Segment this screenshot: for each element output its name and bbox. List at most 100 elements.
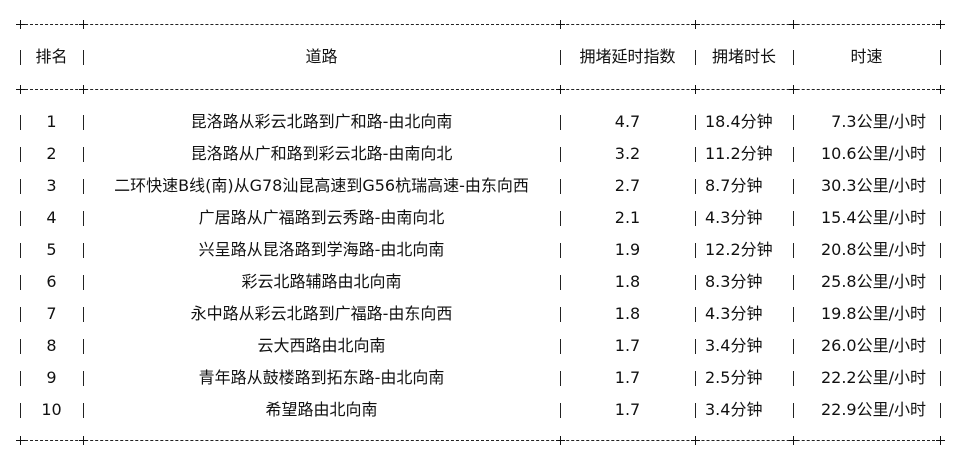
table-row-road: 兴呈路从昆洛路到学海路-由北向南 (198, 240, 445, 259)
table-cell-divider (695, 243, 696, 258)
table-row-index: 1.8 (614, 272, 641, 291)
table-cell-divider (560, 371, 561, 386)
table-row-road: 彩云北路辅路由北向南 (241, 272, 402, 291)
table-row-rank: 3 (46, 176, 57, 195)
table-cell-divider (940, 179, 941, 194)
table-border-corner (79, 436, 88, 445)
table-row-rank: 7 (46, 304, 57, 323)
table-border-corner (691, 436, 700, 445)
table-cell-divider (793, 307, 794, 322)
table-row-speed: 22.9公里/小时 (820, 400, 926, 419)
table-cell-divider (793, 179, 794, 194)
table-row-rank: 9 (46, 368, 57, 387)
table-border-corner (789, 20, 798, 29)
table-cell-divider (940, 307, 941, 322)
table-cell-divider (560, 243, 561, 258)
table-row-duration: 3.4分钟 (705, 400, 763, 419)
table-cell-divider (20, 50, 21, 65)
table-row-rank: 1 (46, 112, 57, 131)
table-cell-divider (560, 147, 561, 162)
table-cell-divider (695, 403, 696, 418)
table-border-corner (16, 85, 25, 94)
table-row-road: 昆洛路从广和路到彩云北路-由南向北 (190, 144, 453, 163)
table-border-corner (789, 436, 798, 445)
table-cell-divider (560, 275, 561, 290)
table-row-index: 2.7 (614, 176, 641, 195)
table-cell-divider (560, 179, 561, 194)
table-border-corner (556, 20, 565, 29)
header-duration: 拥堵时长 (711, 47, 776, 66)
table-cell-divider (560, 403, 561, 418)
table-row-duration: 3.4分钟 (705, 336, 763, 355)
table-cell-divider (20, 115, 21, 130)
table-border-line (20, 24, 940, 25)
table-cell-divider (560, 115, 561, 130)
header-rank: 排名 (35, 47, 68, 66)
table-row-index: 1.8 (614, 304, 641, 323)
table-row-duration: 2.5分钟 (705, 368, 763, 387)
table-row-duration: 4.3分钟 (705, 208, 763, 227)
table-row-speed: 26.0公里/小时 (820, 336, 926, 355)
table-row-duration: 11.2分钟 (705, 144, 773, 163)
table-cell-divider (83, 339, 84, 354)
table-cell-divider (695, 50, 696, 65)
table-cell-divider (560, 339, 561, 354)
table-row-index: 1.7 (614, 400, 641, 419)
table-cell-divider (20, 243, 21, 258)
table-cell-divider (793, 147, 794, 162)
table-row-road: 希望路由北向南 (265, 400, 378, 419)
table-cell-divider (793, 115, 794, 130)
table-cell-divider (940, 371, 941, 386)
table-border-corner (556, 85, 565, 94)
table-cell-divider (940, 211, 941, 226)
table-row-road: 云大西路由北向南 (257, 336, 386, 355)
table-cell-divider (83, 211, 84, 226)
table-row-index: 3.2 (614, 144, 641, 163)
table-border-corner (16, 20, 25, 29)
header-road: 道路 (305, 47, 338, 66)
table-cell-divider (695, 307, 696, 322)
table-cell-divider (793, 275, 794, 290)
table-cell-divider (560, 211, 561, 226)
table-cell-divider (83, 115, 84, 130)
table-cell-divider (83, 275, 84, 290)
table-cell-divider (83, 243, 84, 258)
table-cell-divider (695, 211, 696, 226)
table-cell-divider (20, 275, 21, 290)
table-cell-divider (20, 147, 21, 162)
table-cell-divider (83, 179, 84, 194)
table-row-index: 1.7 (614, 368, 641, 387)
table-row-duration: 8.3分钟 (705, 272, 763, 291)
table-row-speed: 22.2公里/小时 (820, 368, 926, 387)
table-cell-divider (940, 147, 941, 162)
header-index: 拥堵延时指数 (579, 47, 676, 66)
table-row-road: 广居路从广福路到云秀路-由南向北 (198, 208, 445, 227)
table-border-corner (79, 20, 88, 29)
table-row-duration: 12.2分钟 (705, 240, 773, 259)
table-border-corner (936, 436, 945, 445)
table-cell-divider (20, 179, 21, 194)
table-row-index: 2.1 (614, 208, 641, 227)
table-row-road: 昆洛路从彩云北路到广和路-由北向南 (190, 112, 453, 131)
table-cell-divider (940, 243, 941, 258)
table-border-corner (789, 85, 798, 94)
table-row-road: 青年路从鼓楼路到拓东路-由北向南 (198, 368, 445, 387)
table-cell-divider (83, 147, 84, 162)
table-cell-divider (793, 403, 794, 418)
table-cell-divider (83, 371, 84, 386)
table-cell-divider (695, 147, 696, 162)
table-cell-divider (695, 115, 696, 130)
table-cell-divider (695, 275, 696, 290)
table-cell-divider (20, 339, 21, 354)
table-cell-divider (695, 339, 696, 354)
table-row-road: 永中路从彩云北路到广福路-由东向西 (190, 304, 453, 323)
table-cell-divider (940, 115, 941, 130)
table-row-speed: 10.6公里/小时 (820, 144, 926, 163)
table-border-corner (936, 85, 945, 94)
table-cell-divider (83, 403, 84, 418)
table-row-road: 二环快速B线(南)从G78汕昆高速到G56杭瑞高速-由东向西 (114, 176, 529, 195)
table-border-line (20, 440, 940, 441)
table-row-speed: 15.4公里/小时 (820, 208, 926, 227)
table-cell-divider (793, 211, 794, 226)
table-cell-divider (560, 307, 561, 322)
